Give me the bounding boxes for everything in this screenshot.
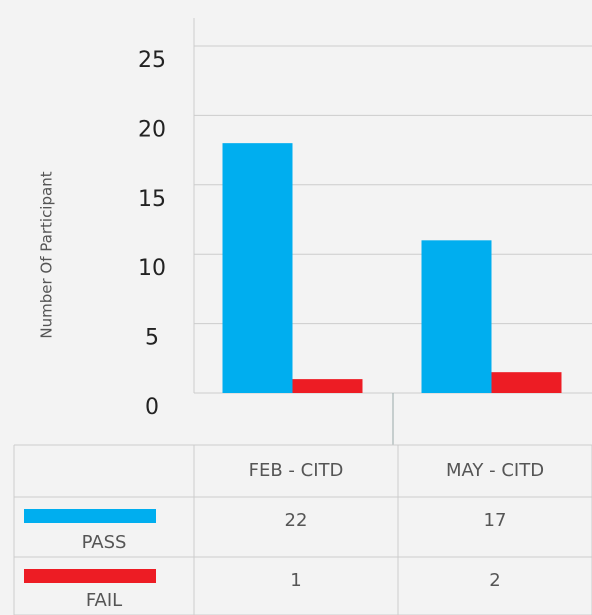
y-tick-label: 20 [138,117,166,142]
y-tick-label: 0 [145,395,159,420]
bar [491,372,562,393]
legend-swatch [24,569,156,583]
table-cell: 2 [489,570,500,591]
legend-swatch [24,509,156,523]
y-tick-label: 25 [138,48,166,73]
table-cell: 1 [290,570,301,591]
table-header: FEB - CITD [249,460,344,481]
y-tick-label: 10 [138,256,166,281]
y-tick-label: 15 [138,187,166,212]
y-axis-title: Number Of Participant [38,171,56,338]
y-tick-label: 5 [145,326,159,351]
bar [292,379,363,393]
legend-label: FAIL [86,590,122,611]
table-cell: 22 [285,510,308,531]
table-header: MAY - CITD [446,460,544,481]
legend-label: PASS [82,532,127,553]
bar [222,143,293,393]
bar [421,240,492,393]
table-cell: 17 [484,510,507,531]
